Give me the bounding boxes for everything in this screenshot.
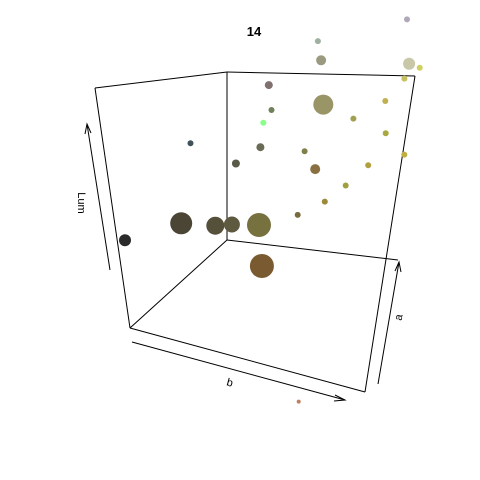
- data-point: [403, 57, 416, 70]
- data-point: [401, 151, 408, 158]
- data-point: [231, 159, 240, 168]
- data-point: [382, 130, 389, 137]
- data-point: [268, 107, 275, 113]
- data-point: [310, 164, 321, 175]
- plot-box: [94, 71, 416, 393]
- z-axis-label: Lum: [75, 192, 87, 213]
- axis-arrows: [84, 122, 402, 402]
- data-point: [416, 64, 423, 71]
- data-point: [382, 98, 389, 104]
- data-point: [321, 198, 328, 205]
- data-point: [296, 399, 301, 404]
- data-point: [119, 234, 131, 247]
- data-point: [264, 81, 273, 90]
- data-point: [314, 38, 321, 45]
- data-point: [294, 211, 301, 218]
- lum-axis-arrow: [86, 123, 111, 271]
- lum-axis-arrowhead: [84, 122, 92, 135]
- data-point: [260, 119, 267, 126]
- data-point: [206, 216, 225, 235]
- data-point: [342, 182, 349, 189]
- data-point: [404, 16, 410, 23]
- data-point: [365, 162, 372, 169]
- data-point: [316, 55, 327, 66]
- data-point: [187, 140, 194, 147]
- a-axis-arrowhead: [394, 260, 402, 273]
- box-edge-back-floor-left: [129, 239, 228, 329]
- data-points: [119, 16, 423, 404]
- chart-title: 14: [247, 24, 262, 39]
- data-point: [256, 143, 265, 152]
- data-point: [313, 94, 334, 115]
- x-axis-label: b: [225, 377, 234, 390]
- box-edge-back-floor-right: [226, 239, 399, 261]
- box-edge-front-bottom: [129, 327, 366, 393]
- data-point: [223, 216, 240, 233]
- box-edge-right-vertical: [364, 75, 416, 393]
- y-axis-label: a: [393, 313, 406, 322]
- box-edge-top-left: [94, 71, 228, 89]
- data-point: [301, 148, 308, 155]
- b-axis-arrowhead: [333, 394, 347, 402]
- box-edge-top-right: [226, 71, 416, 77]
- data-point: [350, 115, 357, 122]
- data-point: [249, 254, 274, 278]
- data-point: [170, 212, 193, 235]
- b-axis-arrow: [131, 341, 346, 401]
- a-axis-arrow: [377, 261, 400, 385]
- data-point: [247, 213, 271, 237]
- data-point: [401, 75, 408, 82]
- box-edge-left-vertical: [94, 87, 131, 329]
